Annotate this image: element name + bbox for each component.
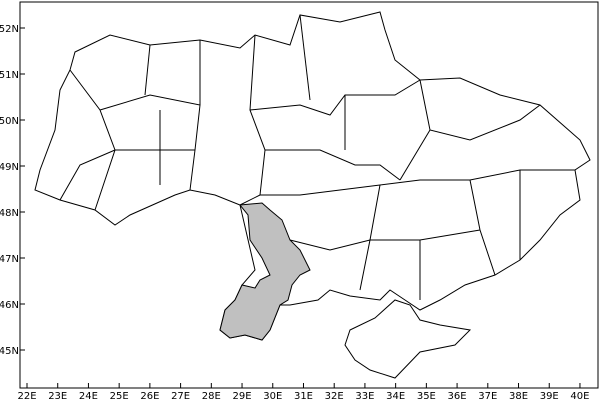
lon-label: 40E — [570, 391, 589, 400]
lat-label: 52N — [0, 24, 19, 35]
lon-label: 31E — [294, 391, 313, 400]
lon-label: 23E — [48, 391, 67, 400]
lon-label: 22E — [17, 391, 36, 400]
lon-label: 37E — [478, 391, 497, 400]
lon-label: 24E — [79, 391, 98, 400]
lat-label: 50N — [0, 116, 19, 127]
lon-label: 28E — [202, 391, 221, 400]
lat-label: 51N — [0, 70, 19, 81]
lon-label: 29E — [233, 391, 252, 400]
axes: 22E 23E 24E 25E 26E 27E 28E 29E 30E 31E 32E 33E 34E 3… — [0, 24, 589, 400]
lon-label: 34E — [386, 391, 405, 400]
lon-label: 30E — [263, 391, 282, 400]
lon-label: 39E — [540, 391, 559, 400]
crimea-outline — [344, 299, 472, 379]
lat-label: 46N — [0, 300, 19, 311]
lon-label: 26E — [140, 391, 159, 400]
lat-label: 47N — [0, 254, 19, 265]
country-outline — [34, 11, 591, 341]
internal-borders — [59, 14, 575, 300]
lon-label: 33E — [355, 391, 374, 400]
highlighted-region-odesa — [219, 202, 311, 341]
lat-label: 48N — [0, 208, 19, 219]
lon-label: 38E — [509, 391, 528, 400]
lon-label: 35E — [417, 391, 436, 400]
lon-label: 27E — [171, 391, 190, 400]
lon-label: 25E — [110, 391, 129, 400]
lon-label: 36E — [448, 391, 467, 400]
lon-label: 32E — [325, 391, 344, 400]
lat-label: 49N — [0, 162, 19, 173]
lat-label: 45N — [0, 346, 19, 357]
